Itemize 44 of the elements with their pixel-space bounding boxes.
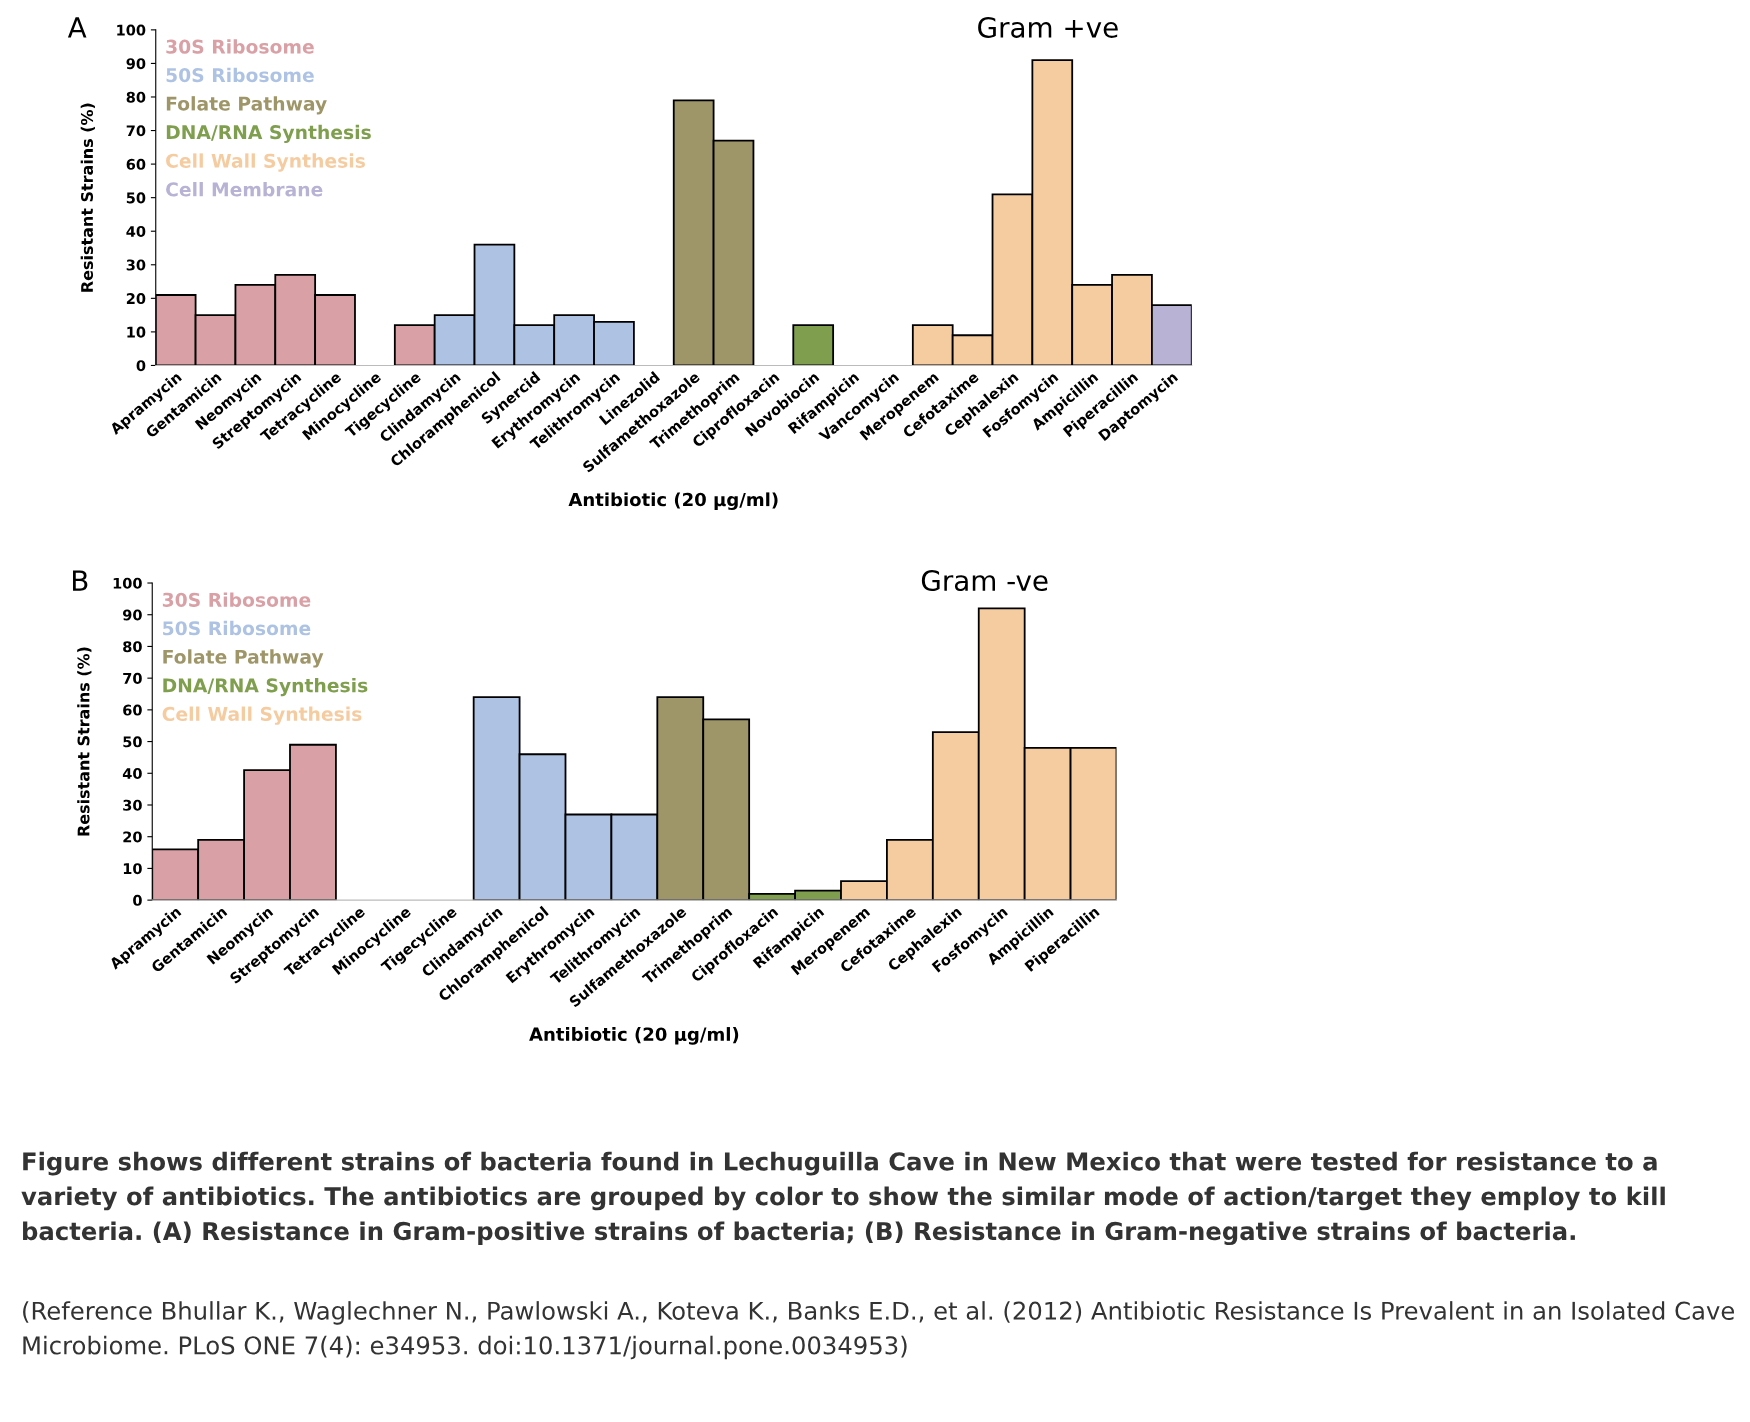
y-tick-label: 40 [126, 225, 146, 237]
annotation: Gram -ve [921, 570, 1048, 592]
y-tick-label: 80 [126, 91, 146, 103]
y-tick-label: 30 [126, 259, 146, 271]
text: DNA/RNA Synthesis [166, 124, 371, 144]
text: 30S Ribosome [162, 592, 311, 607]
x-axis-title: Antibiotic (20 µg/ml) [529, 1027, 739, 1045]
y-tick-label: 50 [126, 192, 146, 204]
y-tick-label: 10 [127, 326, 146, 338]
y-tick-label: 100 [113, 577, 142, 589]
bar [792, 324, 835, 366]
text: Figure shows different strains of bacteria found in Lechuguilla Cave in New Mexico that were tested for resistance to a variety of antibiotics. The antibiotics are grouped by color to show the similar mode of action/target they employ to kill bacteria. (A) Resistance in Gram-positive strains of bacteria; (B) Resistance in Gram-negative strains of bacteria. [21, 1151, 1665, 1246]
y-tick-label: 20 [126, 293, 146, 305]
y-tick-label: 50 [123, 736, 142, 748]
y-tick-label: 90 [126, 58, 146, 70]
y-tick-label: 60 [126, 158, 146, 170]
text: Cell Wall Synthesis [166, 153, 365, 172]
text: 30S Ribosome [166, 39, 314, 54]
text: 50S Ribosome [166, 67, 314, 83]
y-tick-label: 20 [123, 831, 142, 843]
y-tick-label: 90 [122, 609, 142, 621]
y-tick-label: 60 [123, 704, 142, 716]
text: Cell Wall Synthesis [162, 706, 362, 725]
y-axis-title: Resistant Strains (%) [80, 103, 95, 292]
x-axis-title: Antibiotic (20 µg/ml) [568, 492, 778, 511]
y-tick-label: 70 [123, 672, 142, 684]
y-axis-title: Resistant Strains (%) [77, 647, 92, 836]
text: Folate Pathway [163, 649, 324, 668]
text: (Reference Bhullar K., Waglechner N., Pawlowski A., Koteva K., Banks E.D., et al. (2012) Antibiotic Resistance Is Prevalent in an Isolated Cave Microbiome. PLoS ONE 7(4): e34953. doi:10.1371/journal.pone.0034953) [23, 1301, 1734, 1360]
y-tick-label: 0 [133, 894, 142, 906]
text: Folate Pathway [166, 96, 327, 115]
y-tick-label: 30 [123, 799, 142, 811]
y-tick-label: 80 [123, 641, 142, 653]
text: 50S Ribosome [163, 620, 311, 636]
annotation: Gram +ve [978, 16, 1118, 38]
y-tick-label: 40 [122, 768, 142, 780]
y-tick-label: 70 [126, 125, 146, 137]
text: B [73, 570, 88, 591]
text: Cell Membrane [166, 181, 323, 197]
text: A [67, 17, 87, 38]
text: DNA/RNA Synthesis [163, 677, 368, 697]
y-tick-label: 0 [136, 360, 146, 372]
y-tick-label: 10 [123, 863, 142, 875]
y-tick-label: 100 [117, 24, 146, 36]
